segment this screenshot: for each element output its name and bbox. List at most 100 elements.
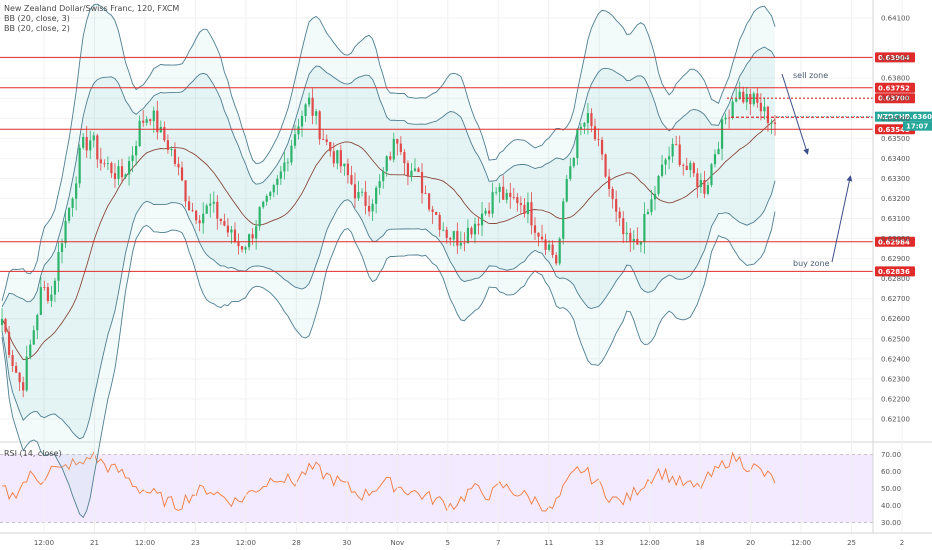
candle-body [427, 193, 431, 210]
candle-body [470, 227, 473, 235]
candle-body [749, 94, 752, 105]
bb-indicator-1[interactable]: BB (20, close, 3) [4, 14, 70, 23]
rsi-legend: RSI (14, close) [4, 449, 62, 459]
price-tick-label: 0.63200 [881, 195, 910, 203]
candle-body [343, 163, 346, 167]
candle-body [357, 192, 360, 199]
time-axis[interactable]: 12:00 21 12:00 23 12:00 28 30 Nov 5 7 11 13 12:00 18 2… [0, 532, 932, 547]
candle-body [477, 223, 480, 226]
candle-body [639, 242, 642, 245]
level-price-tag [875, 236, 915, 247]
candle-body [597, 139, 600, 140]
candle-body [82, 136, 85, 148]
candle-body [96, 135, 99, 160]
candle-body [431, 209, 434, 212]
candle-body [89, 140, 92, 151]
candle-body [742, 91, 745, 103]
candle-body [484, 210, 487, 214]
candle-body [417, 168, 420, 173]
candle-body [480, 213, 484, 226]
candle-body [548, 244, 551, 250]
candle-body [290, 145, 293, 163]
candle-body [251, 234, 254, 239]
candle-body [505, 192, 508, 200]
sell-zone-label: sell zone [793, 71, 828, 80]
candle-body [293, 134, 297, 146]
candle-body [519, 203, 522, 205]
rsi-indicator[interactable]: RSI (14, close) [4, 449, 62, 458]
candle-body [286, 162, 290, 164]
rsi-line [1, 451, 776, 512]
candle-body [124, 174, 127, 178]
candle-body [99, 159, 102, 164]
candle-body [738, 91, 741, 100]
candle-body [473, 223, 477, 235]
candle-body [555, 255, 558, 264]
candle-body [184, 180, 187, 202]
candle-body [336, 150, 339, 164]
price-tick-label: 0.62700 [881, 295, 910, 303]
candle-body [615, 199, 618, 212]
level-price-text: 0.62984 [878, 238, 910, 246]
candle-body [247, 234, 251, 248]
candle-body [367, 205, 371, 212]
price-tick-label: 0.62100 [881, 415, 910, 423]
candle-body [216, 201, 219, 219]
time-tick-label: 12:00 [236, 539, 256, 547]
candle-body [53, 280, 57, 295]
candle-body [152, 110, 155, 122]
time-tick-label: 12:00 [135, 539, 155, 547]
time-tick-label: 13 [595, 539, 604, 547]
time-tick-label: 21 [90, 539, 99, 547]
candle-body [39, 287, 42, 315]
price-axis[interactable]: 0.64100 0.63900 0.63800 0.63700 0.63600 0.635… [872, 0, 910, 533]
candle-body [533, 225, 537, 233]
level-price-tag [875, 82, 915, 93]
candle-body [78, 147, 81, 184]
candle-body [219, 218, 222, 222]
symbol-title[interactable]: New Zealand Dollar/Swiss Franc, 120, FXC… [4, 4, 180, 13]
candle-body [371, 203, 374, 212]
candle-body [770, 122, 773, 124]
horizontal-levels[interactable]: 0.63904 0.63752 0.63700 0.63545 0.62984 0.628… [0, 52, 932, 277]
candle-body [650, 199, 653, 213]
candle-body [258, 207, 261, 227]
candle-body [170, 149, 173, 150]
time-tick-label: Nov [390, 539, 404, 547]
candle-body [773, 122, 777, 124]
candle-body [297, 126, 300, 135]
candle-body [195, 210, 198, 221]
price-tick-label: 0.63300 [881, 175, 910, 183]
candle-body [237, 241, 240, 247]
candle-body [653, 193, 657, 200]
annotations: sell zone buy zone [781, 71, 853, 268]
candle-body [583, 122, 586, 127]
candle-body [512, 196, 515, 198]
candle-body [713, 154, 717, 165]
candle-body [4, 318, 7, 332]
candle-body [600, 139, 604, 155]
candle-body [449, 237, 452, 240]
candle-body [378, 181, 381, 188]
candle-body [127, 160, 131, 175]
candle-body [731, 101, 734, 118]
candle-body [32, 330, 35, 345]
price-pane [0, 0, 932, 533]
rsi-band [0, 454, 873, 523]
candle-body [50, 294, 53, 301]
candle-body [15, 366, 18, 373]
candle-body [29, 344, 32, 357]
candle-body [322, 139, 325, 141]
candle-body [403, 151, 406, 164]
rsi-tick-label: 60.00 [881, 468, 901, 476]
candle-body [325, 139, 328, 142]
candle-body [706, 185, 710, 194]
bb-indicator-2[interactable]: BB (20, close, 2) [4, 24, 70, 33]
candle-body [646, 212, 650, 215]
candle-body [495, 191, 498, 193]
candle-body [209, 203, 212, 206]
time-tick-label: 5 [446, 539, 450, 547]
candle-body [163, 126, 166, 141]
candle-body [142, 120, 145, 123]
